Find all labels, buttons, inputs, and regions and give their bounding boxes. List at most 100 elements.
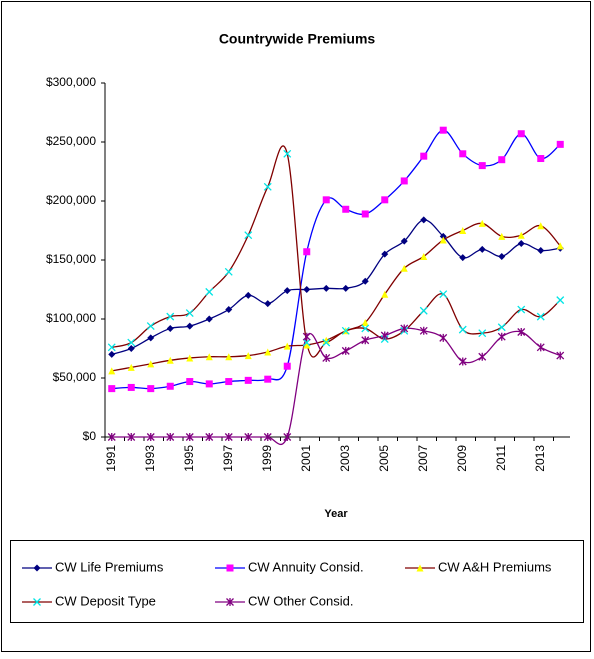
marker [361, 324, 370, 333]
marker [166, 356, 174, 364]
marker [341, 326, 350, 335]
marker [147, 334, 155, 342]
marker [244, 433, 253, 441]
marker [322, 338, 331, 347]
x-tick-label: 2011 [494, 445, 508, 471]
marker [556, 140, 564, 148]
marker [302, 338, 311, 347]
marker [498, 252, 506, 260]
marker [225, 378, 233, 386]
marker [127, 433, 136, 441]
marker [497, 323, 506, 332]
marker [322, 196, 330, 204]
marker [205, 287, 214, 296]
marker [478, 219, 486, 227]
marker [185, 433, 194, 441]
x-tick-label: 1999 [260, 445, 274, 472]
legend-label: CW Other Consid. [248, 593, 353, 608]
marker [458, 325, 467, 334]
legend-box [10, 540, 584, 623]
legend-label: CW Life Premiums [55, 559, 164, 574]
marker [107, 343, 116, 352]
marker [303, 248, 311, 256]
legend-label: CW Annuity Consid. [248, 559, 364, 574]
x-tick-label: 2005 [377, 445, 391, 472]
marker [361, 336, 370, 345]
marker [225, 353, 233, 361]
marker [166, 324, 174, 332]
x-axis-label: Year [324, 508, 348, 520]
marker [224, 267, 233, 276]
x-tick-label: 2013 [533, 445, 547, 472]
legend-item: CW Life Premiums [22, 559, 164, 574]
y-tick-label: $200,000 [46, 193, 96, 207]
marker [264, 375, 272, 383]
legend-item: CW A&H Premiums [405, 559, 552, 574]
marker [303, 286, 311, 293]
marker [420, 216, 428, 224]
marker [185, 309, 194, 318]
marker [244, 231, 253, 240]
marker [322, 284, 330, 292]
marker [400, 264, 408, 272]
legend-item: CW Annuity Consid. [215, 559, 364, 574]
marker [127, 383, 135, 391]
marker [381, 196, 389, 204]
x-tick-label: 1991 [104, 445, 118, 472]
marker [400, 237, 408, 245]
marker [536, 343, 545, 352]
marker [420, 152, 428, 160]
x-tick-label: 2001 [299, 445, 313, 472]
legend-label: CW Deposit Type [55, 593, 156, 608]
legend-label: CW A&H Premiums [438, 559, 552, 574]
marker [459, 150, 467, 158]
marker [127, 345, 135, 352]
y-tick-label: $100,000 [46, 311, 96, 325]
marker [478, 245, 486, 253]
marker [108, 385, 116, 393]
marker [556, 296, 565, 305]
marker [224, 433, 233, 441]
y-tick-label: $150,000 [46, 252, 96, 266]
marker [342, 205, 350, 213]
marker [33, 564, 41, 572]
marker [186, 378, 194, 386]
x-tick-label: 2003 [338, 445, 352, 472]
y-tick-label: $50,000 [53, 370, 97, 384]
marker [517, 231, 525, 239]
marker [381, 250, 389, 258]
marker [497, 332, 506, 341]
marker [146, 433, 155, 441]
marker [498, 156, 506, 164]
marker [186, 354, 194, 362]
marker [416, 564, 424, 572]
marker [380, 331, 389, 340]
marker [498, 232, 506, 240]
marker [537, 155, 545, 163]
marker [419, 306, 428, 315]
marker [166, 382, 174, 390]
marker [283, 287, 291, 295]
marker [146, 322, 155, 331]
marker [107, 433, 116, 441]
marker [108, 367, 116, 375]
marker [478, 352, 487, 361]
legend-item: CW Other Consid. [215, 593, 353, 608]
marker [127, 338, 136, 347]
marker [302, 332, 311, 341]
marker [478, 162, 486, 170]
marker [420, 252, 428, 260]
marker [186, 322, 194, 330]
marker [361, 319, 369, 327]
marker [205, 315, 213, 323]
marker [244, 352, 252, 360]
marker [283, 433, 292, 441]
marker [458, 357, 467, 366]
marker [322, 336, 330, 344]
marker [264, 348, 272, 356]
marker [244, 291, 252, 299]
marker [439, 126, 447, 134]
marker [517, 239, 525, 247]
marker [166, 433, 175, 441]
